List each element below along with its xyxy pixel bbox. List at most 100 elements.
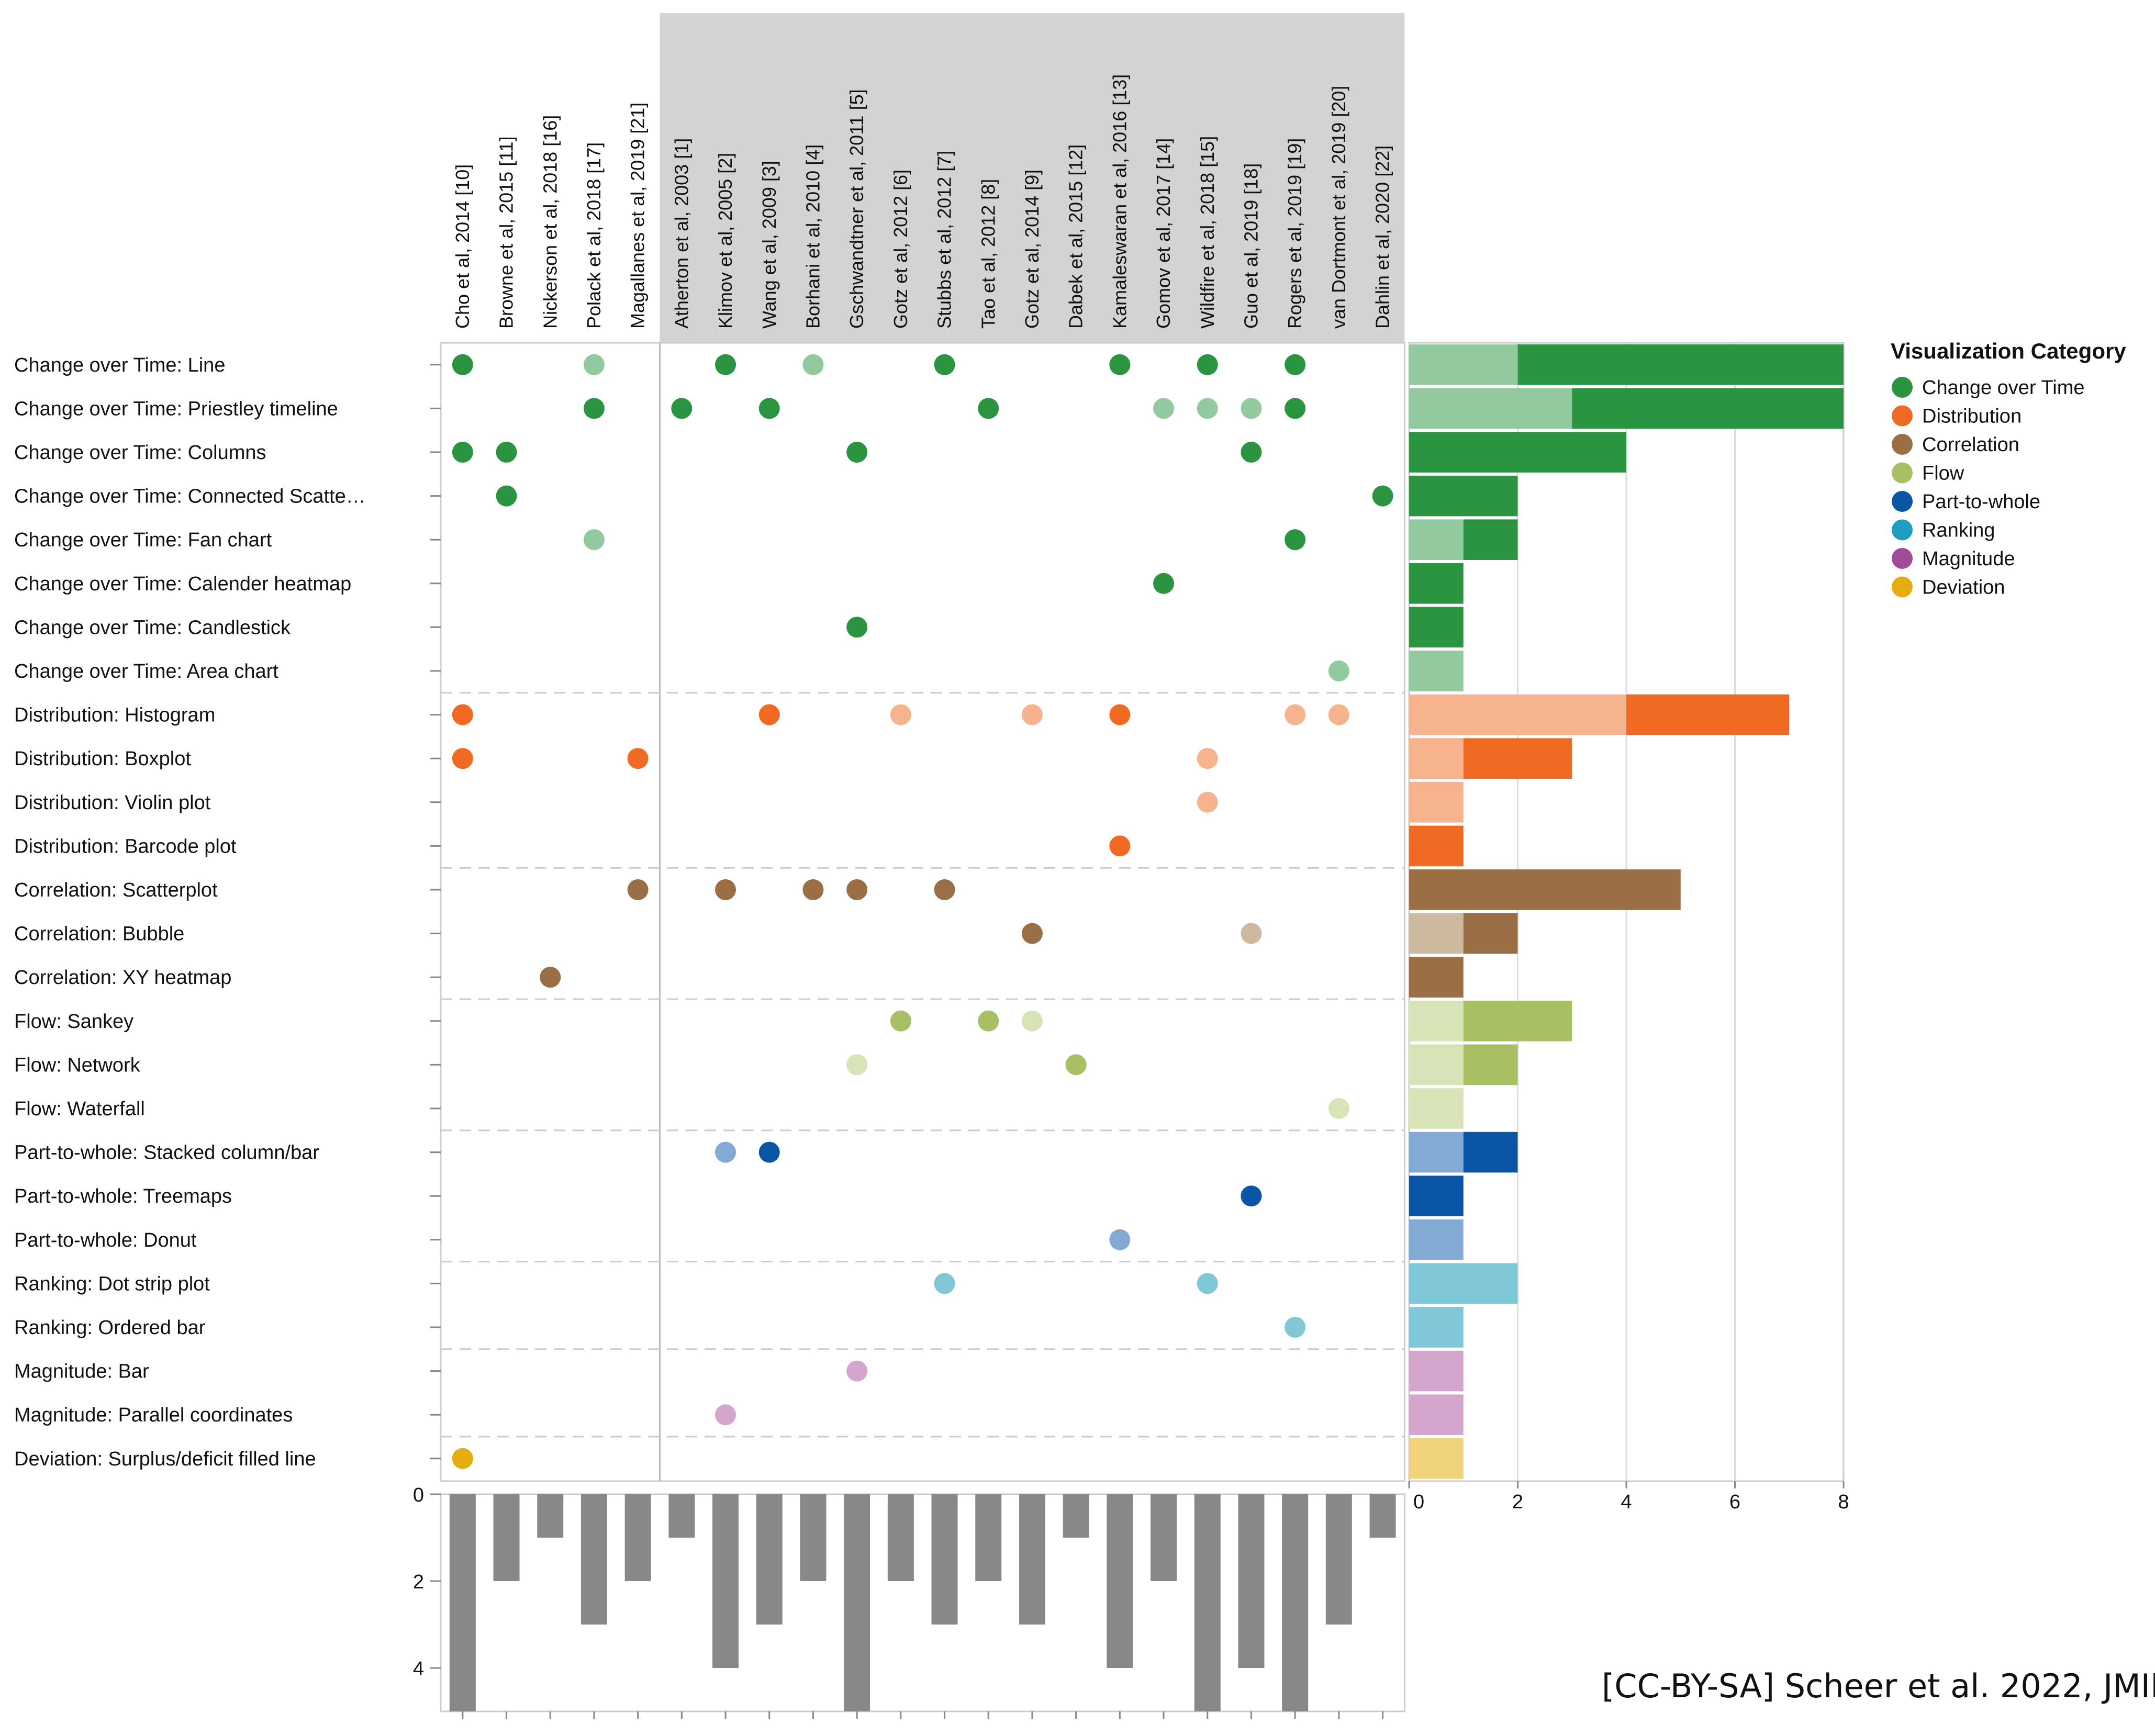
- matrix-dot: [758, 1141, 780, 1163]
- matrix-dot: [1197, 1273, 1218, 1294]
- highlight-band: [660, 13, 1405, 343]
- paper-total-bar: [1019, 1494, 1045, 1625]
- row-total-bar-light: [1409, 1132, 1464, 1173]
- matrix-dot: [1197, 748, 1218, 769]
- paper-total-bar: [1369, 1494, 1396, 1538]
- matrix-dot: [715, 354, 736, 375]
- row-total-bar-light: [1409, 1219, 1464, 1260]
- matrix-dot: [452, 748, 473, 769]
- legend-label: Correlation: [1922, 434, 2019, 456]
- row-total-bar-light: [1409, 782, 1464, 823]
- row-total-bar-light: [1409, 1394, 1464, 1435]
- row-total-bar-dark: [1517, 344, 1844, 385]
- row-total-bar-dark: [1409, 957, 1464, 998]
- matrix-dot: [1241, 1185, 1262, 1207]
- paper-label: Gotz et al, 2014 [9]: [1021, 170, 1043, 329]
- matrix-dot: [671, 398, 693, 419]
- matrix-dot: [890, 1010, 911, 1032]
- row-total-bar-light: [1409, 651, 1464, 691]
- paper-label: Nickerson et al, 2018 [16]: [539, 115, 561, 329]
- matrix-dot: [1021, 704, 1043, 725]
- row-label: Distribution: Boxplot: [14, 748, 191, 770]
- paper-label: Rogers et al, 2019 [19]: [1284, 138, 1305, 329]
- legend-swatch: [1892, 519, 1913, 541]
- matrix-dot: [934, 879, 955, 900]
- row-label: Change over Time: Calender heatmap: [14, 573, 351, 595]
- paper-label: Wang et al, 2009 [3]: [758, 161, 780, 329]
- row-label: Distribution: Violin plot: [14, 792, 211, 814]
- row-total-bar-light: [1409, 1088, 1464, 1129]
- matrix-dot: [934, 354, 955, 375]
- row-label: Distribution: Barcode plot: [14, 835, 237, 857]
- paper-total-bar: [756, 1494, 783, 1625]
- row-label: Flow: Sankey: [14, 1011, 133, 1033]
- row-total-bar-light: [1409, 1001, 1464, 1041]
- row-total-bar-dark: [1572, 388, 1844, 429]
- row-label: Correlation: Scatterplot: [14, 879, 218, 901]
- row-total-bar-light: [1409, 913, 1464, 954]
- grid-frame: [440, 342, 1405, 1482]
- paper-label: van Dortmont et al, 2019 [20]: [1328, 86, 1349, 329]
- paper-total-bar: [931, 1494, 958, 1625]
- row-total-bar-light: [1409, 1307, 1464, 1348]
- matrix-dot: [1197, 398, 1218, 419]
- row-totals-tick-label: 0: [1413, 1491, 1424, 1513]
- row-label: Change over Time: Fan chart: [14, 529, 272, 551]
- paper-total-bar: [800, 1494, 827, 1581]
- matrix-dot: [1109, 704, 1131, 725]
- matrix-dot: [846, 1054, 868, 1076]
- paper-total-bar: [624, 1494, 651, 1581]
- row-label: Part-to-whole: Donut: [14, 1229, 197, 1251]
- row-total-bar-light: [1409, 1044, 1464, 1085]
- row-total-bar-light: [1409, 1350, 1464, 1392]
- row-total-bar-dark: [1409, 869, 1681, 910]
- row-total-bar-light: [1409, 738, 1464, 779]
- matrix-dot: [627, 748, 649, 769]
- paper-label: Borhani et al, 2010 [4]: [802, 144, 823, 329]
- row-total-bar-light: [1409, 344, 1518, 385]
- paper-total-bar: [493, 1494, 520, 1581]
- paper-label: Gomov et al, 2017 [14]: [1153, 138, 1174, 329]
- matrix-dot: [496, 442, 517, 463]
- row-label: Correlation: Bubble: [14, 923, 184, 945]
- matrix-dot: [1109, 835, 1131, 857]
- matrix-dot: [1241, 398, 1262, 419]
- matrix-dot: [802, 354, 824, 375]
- matrix-dot: [1109, 354, 1131, 375]
- row-label: Magnitude: Bar: [14, 1361, 149, 1383]
- credit-text: [CC-BY-SA] Scheer et al. 2022, JMIR: [1602, 1667, 2155, 1705]
- matrix-dot: [1285, 1317, 1306, 1338]
- row-total-bar-light: [1409, 1263, 1518, 1304]
- legend-swatch: [1892, 548, 1913, 569]
- matrix-dot: [1197, 791, 1218, 813]
- matrix-dot: [978, 398, 999, 419]
- row-label: Correlation: XY heatmap: [14, 967, 231, 989]
- row-total-bar-dark: [1626, 694, 1790, 735]
- paper-total-bar: [975, 1494, 1002, 1581]
- paper-label: Guo et al, 2019 [18]: [1240, 163, 1261, 329]
- paper-label: Klimov et al, 2005 [2]: [714, 153, 736, 329]
- paper-label: Dabek et al, 2015 [12]: [1065, 144, 1087, 329]
- matrix-dot: [715, 879, 736, 900]
- paper-label: Gschwandtner et al, 2011 [5]: [846, 89, 867, 329]
- legend-swatch: [1892, 576, 1913, 598]
- matrix-dot: [627, 879, 649, 900]
- paper-label: Polack et al, 2018 [17]: [583, 142, 605, 329]
- matrix-dot: [1021, 1010, 1043, 1032]
- paper-totals-tick-label: 0: [413, 1484, 424, 1506]
- row-total-bar-dark: [1409, 563, 1464, 604]
- legend-swatch: [1892, 405, 1913, 427]
- row-label: Change over Time: Columns: [14, 442, 266, 464]
- row-label: Distribution: Histogram: [14, 704, 215, 726]
- paper-label: Cho et al, 2014 [10]: [452, 164, 473, 329]
- row-total-bar-light: [1409, 388, 1572, 429]
- paper-label: Atherton et al, 2003 [1]: [671, 138, 692, 329]
- paper-total-bar: [1325, 1494, 1352, 1625]
- row-total-bar-dark: [1409, 432, 1626, 473]
- matrix-dot: [452, 704, 473, 725]
- matrix-dot: [583, 354, 605, 375]
- paper-total-bar: [449, 1494, 476, 1711]
- matrix-dot: [846, 879, 868, 900]
- legend-swatch: [1892, 434, 1913, 455]
